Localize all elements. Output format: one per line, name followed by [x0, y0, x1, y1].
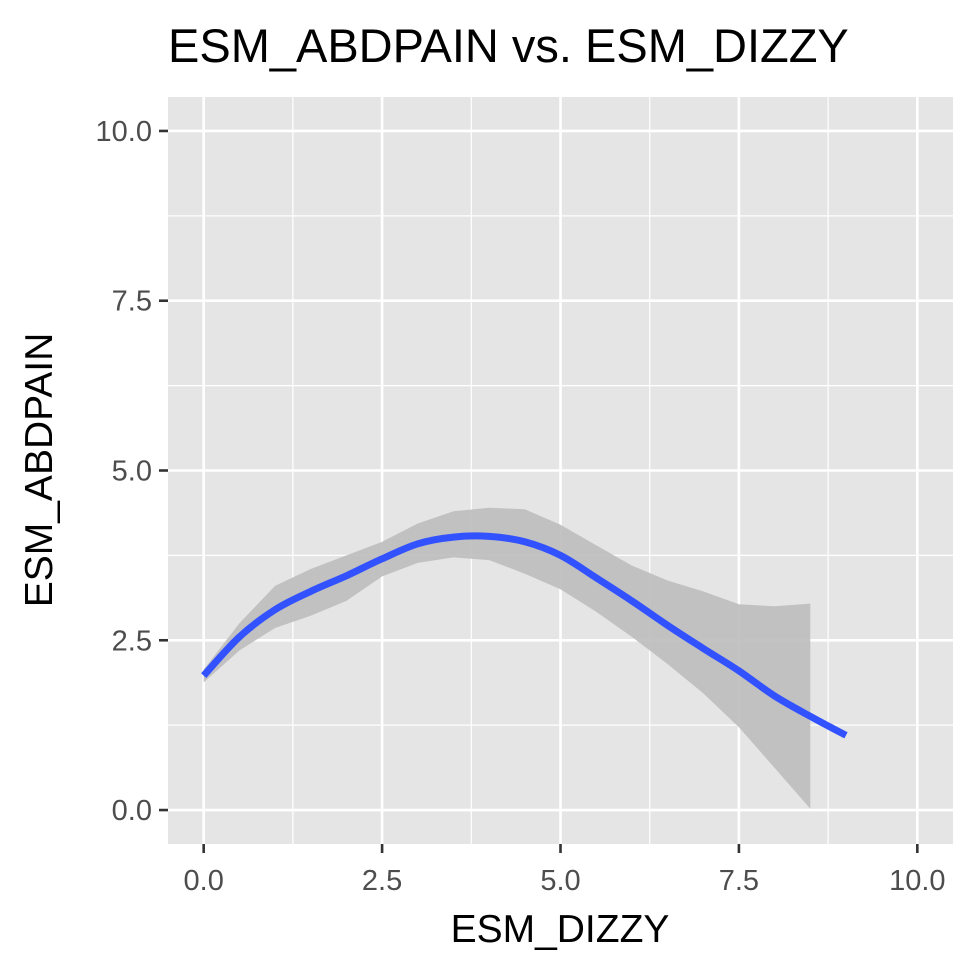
- chart-title: ESM_ABDPAIN vs. ESM_DIZZY: [168, 19, 849, 72]
- smooth-line-0: [201, 532, 848, 739]
- x-tick-label-1: 2.5: [362, 865, 402, 897]
- x-tick-label-0: 0.0: [184, 865, 224, 897]
- x-tick-label-2: 5.0: [540, 865, 580, 897]
- y-axis-title: ESM_ABDPAIN: [18, 333, 61, 608]
- x-tick-label-3: 7.5: [719, 865, 759, 897]
- y-tick-label-2: 5.0: [112, 456, 152, 488]
- confidence-band: [203, 507, 811, 809]
- x-axis-title: ESM_DIZZY: [451, 908, 670, 951]
- grid-lines: [168, 97, 953, 844]
- y-tick-label-4: 10.0: [96, 116, 152, 148]
- smooth-line-layer: [201, 532, 848, 739]
- confidence-band-layer: [203, 507, 811, 809]
- y-tick-label-1: 2.5: [112, 625, 152, 657]
- x-tick-label-4: 10.0: [889, 865, 945, 897]
- axes: 0.0 2.5 5.0 7.5 10.0 0.0 2.5 5.0 7.5 10.0: [96, 116, 946, 897]
- y-tick-label-0: 0.0: [112, 795, 152, 827]
- y-tick-label-3: 7.5: [112, 286, 152, 318]
